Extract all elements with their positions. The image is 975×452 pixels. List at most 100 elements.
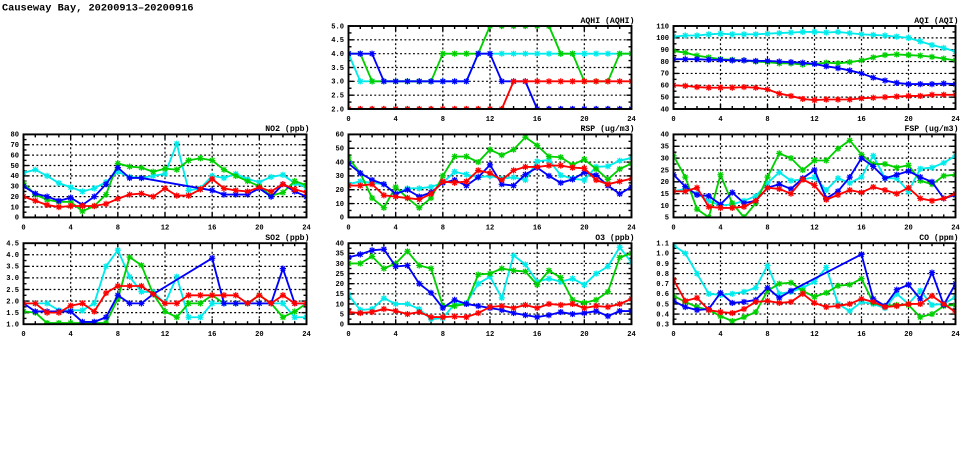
svg-text:0: 0 <box>21 224 25 232</box>
svg-text:8: 8 <box>441 331 445 339</box>
svg-text:1.1: 1.1 <box>656 241 669 249</box>
svg-text:2.0: 2.0 <box>331 106 344 114</box>
svg-text:24: 24 <box>627 224 636 232</box>
svg-text:60: 60 <box>660 83 669 91</box>
svg-text:5.0: 5.0 <box>331 23 344 31</box>
svg-text:SO2 (ppb): SO2 (ppb) <box>265 233 309 243</box>
svg-text:35: 35 <box>335 251 344 259</box>
svg-text:1.5: 1.5 <box>6 310 19 318</box>
svg-text:24: 24 <box>951 331 960 339</box>
svg-text:4: 4 <box>718 116 723 124</box>
svg-text:O3 (ppb): O3 (ppb) <box>595 233 634 243</box>
svg-text:20: 20 <box>904 224 913 232</box>
svg-text:80: 80 <box>660 59 669 67</box>
svg-text:24: 24 <box>627 116 636 124</box>
svg-text:1.0: 1.0 <box>6 322 19 330</box>
svg-text:60: 60 <box>10 152 19 160</box>
svg-text:8: 8 <box>116 331 120 339</box>
svg-text:0: 0 <box>671 116 675 124</box>
svg-text:8: 8 <box>441 116 445 124</box>
svg-text:30: 30 <box>10 184 19 192</box>
svg-text:35: 35 <box>660 144 669 152</box>
svg-text:20: 20 <box>580 116 589 124</box>
svg-text:8: 8 <box>765 224 769 232</box>
svg-text:24: 24 <box>951 224 960 232</box>
svg-text:4.5: 4.5 <box>331 37 344 45</box>
svg-text:16: 16 <box>208 224 217 232</box>
svg-text:20: 20 <box>335 281 344 289</box>
svg-text:16: 16 <box>857 116 866 124</box>
svg-text:3.0: 3.0 <box>6 275 19 283</box>
svg-text:60: 60 <box>335 132 344 140</box>
svg-text:12: 12 <box>161 224 170 232</box>
svg-text:0.9: 0.9 <box>656 261 669 269</box>
svg-text:40: 40 <box>10 173 19 181</box>
svg-text:24: 24 <box>951 116 960 124</box>
svg-text:30: 30 <box>335 261 344 269</box>
svg-text:4: 4 <box>718 331 723 339</box>
svg-text:4.5: 4.5 <box>6 241 19 249</box>
svg-text:20: 20 <box>335 187 344 195</box>
svg-text:20: 20 <box>10 194 19 202</box>
svg-text:4: 4 <box>394 224 399 232</box>
svg-text:0.4: 0.4 <box>656 311 670 319</box>
svg-text:10: 10 <box>660 203 669 211</box>
svg-text:CO (ppm): CO (ppm) <box>919 233 958 243</box>
svg-text:3.5: 3.5 <box>6 264 19 272</box>
svg-text:0: 0 <box>346 331 350 339</box>
svg-text:20: 20 <box>660 179 669 187</box>
svg-text:30: 30 <box>660 155 669 163</box>
svg-text:25: 25 <box>335 271 344 279</box>
svg-text:FSP (ug/m3): FSP (ug/m3) <box>904 124 958 134</box>
svg-text:24: 24 <box>302 331 311 339</box>
svg-text:0.7: 0.7 <box>656 281 669 289</box>
svg-text:16: 16 <box>857 224 866 232</box>
svg-text:70: 70 <box>10 142 19 150</box>
svg-text:1.0: 1.0 <box>656 251 669 259</box>
svg-text:16: 16 <box>857 331 866 339</box>
svg-text:16: 16 <box>533 116 542 124</box>
svg-text:0.8: 0.8 <box>656 271 669 279</box>
svg-text:0: 0 <box>340 215 344 223</box>
svg-text:5: 5 <box>665 215 669 223</box>
svg-text:20: 20 <box>580 331 589 339</box>
svg-text:70: 70 <box>660 71 669 79</box>
svg-text:3.5: 3.5 <box>331 65 344 73</box>
svg-text:50: 50 <box>660 94 669 102</box>
svg-text:12: 12 <box>810 224 819 232</box>
svg-text:0: 0 <box>671 224 675 232</box>
svg-text:5: 5 <box>340 311 344 319</box>
svg-text:0.5: 0.5 <box>656 301 669 309</box>
svg-text:0: 0 <box>15 215 19 223</box>
svg-text:12: 12 <box>810 331 819 339</box>
svg-text:Causeway Bay, 20200913–2020091: Causeway Bay, 20200913–20200916 <box>2 3 194 15</box>
svg-text:10: 10 <box>335 301 344 309</box>
svg-text:8: 8 <box>116 224 120 232</box>
svg-text:25: 25 <box>660 167 669 175</box>
svg-text:RSP (ug/m3): RSP (ug/m3) <box>580 124 634 134</box>
svg-text:0: 0 <box>21 331 25 339</box>
svg-text:16: 16 <box>533 331 542 339</box>
svg-text:20: 20 <box>255 331 264 339</box>
svg-text:2.5: 2.5 <box>6 287 19 295</box>
svg-text:40: 40 <box>660 132 669 140</box>
svg-text:15: 15 <box>660 191 669 199</box>
svg-text:16: 16 <box>533 224 542 232</box>
svg-text:20: 20 <box>580 224 589 232</box>
svg-text:40: 40 <box>660 106 669 114</box>
svg-text:0: 0 <box>346 224 350 232</box>
svg-text:12: 12 <box>486 224 495 232</box>
svg-text:15: 15 <box>335 291 344 299</box>
svg-text:4.0: 4.0 <box>6 252 19 260</box>
svg-text:8: 8 <box>765 331 769 339</box>
svg-text:12: 12 <box>161 331 170 339</box>
svg-text:20: 20 <box>255 224 264 232</box>
svg-text:40: 40 <box>335 241 344 249</box>
svg-text:4: 4 <box>394 331 399 339</box>
svg-text:50: 50 <box>335 146 344 154</box>
svg-text:12: 12 <box>486 331 495 339</box>
svg-text:50: 50 <box>10 163 19 171</box>
svg-text:12: 12 <box>486 116 495 124</box>
svg-text:4: 4 <box>718 224 723 232</box>
svg-text:90: 90 <box>660 47 669 55</box>
